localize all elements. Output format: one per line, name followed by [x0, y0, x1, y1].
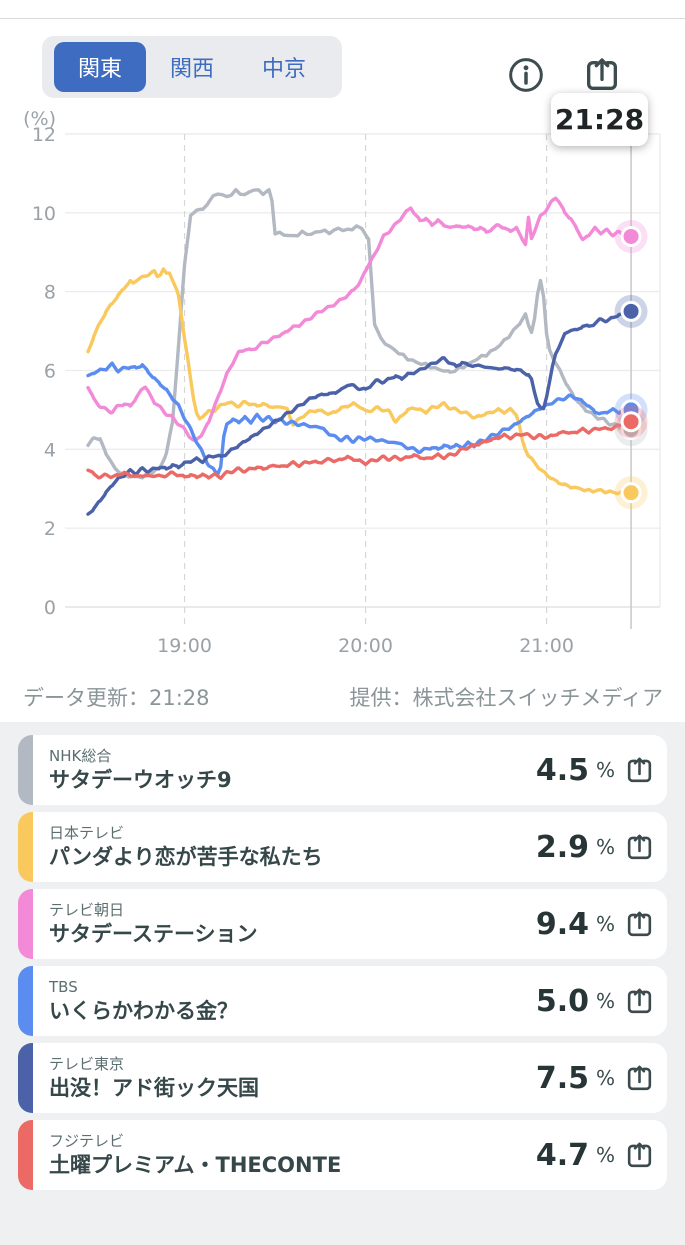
svg-text:4: 4 [44, 439, 56, 461]
share-icon [624, 1142, 655, 1175]
svg-text:19:00: 19:00 [157, 635, 212, 657]
share-button[interactable] [624, 755, 655, 786]
channel-color-bar [18, 889, 33, 959]
tab-chukyo[interactable]: 中京 [261, 57, 306, 82]
top-divider [0, 18, 685, 19]
channel-color-bar [18, 1043, 33, 1113]
svg-text:2: 2 [44, 518, 56, 540]
channel-color-bar [18, 966, 33, 1036]
list-item[interactable]: NHK総合 サタデーウオッチ9 4.5 % [18, 735, 667, 805]
rating-unit: % [595, 1066, 615, 1090]
current-time-label: 21:28 [554, 103, 645, 136]
rating-value: 4.5 [535, 752, 589, 788]
program-title: 土曜プレミアム・THECONTE [49, 1152, 342, 1177]
svg-text:20:00: 20:00 [338, 635, 393, 657]
network-name: TBS [49, 978, 78, 997]
svg-text:21:00: 21:00 [519, 635, 574, 657]
program-title: サタデーウオッチ9 [49, 767, 232, 792]
channel-color-bar [18, 735, 33, 805]
channel-color-bar [18, 812, 33, 882]
share-button[interactable] [624, 1140, 655, 1171]
share-icon [624, 911, 655, 944]
current-time-tooltip: 21:28 [551, 93, 648, 146]
network-name: テレビ朝日 [49, 901, 125, 920]
share-icon [582, 58, 622, 99]
network-name: フジテレビ [49, 1132, 125, 1151]
svg-text:10: 10 [32, 203, 56, 225]
rating-unit: % [595, 989, 615, 1013]
chart-footer: データ更新：21:28 提供：株式会社スイッチメディア [0, 682, 685, 712]
info-icon [506, 58, 546, 99]
share-button[interactable] [624, 1063, 655, 1094]
program-title: サタデーステーション [49, 921, 258, 946]
share-icon [624, 757, 655, 790]
list-item[interactable]: 日本テレビ パンダより恋が苦手な私たち 2.9 % [18, 812, 667, 882]
rating-value: 7.5 [535, 1060, 589, 1096]
share-icon [624, 834, 655, 867]
rating-unit: % [595, 912, 615, 936]
share-icon [624, 1065, 655, 1098]
data-updated-label: データ更新：21:28 [23, 686, 210, 710]
rating-value: 4.7 [535, 1137, 589, 1173]
program-title: いくらかわかる金？ [49, 998, 238, 1023]
list-item[interactable]: テレビ東京 出没！アド街ック天国 7.5 % [18, 1043, 667, 1113]
rating-unit: % [595, 758, 615, 782]
list-item[interactable]: フジテレビ 土曜プレミアム・THECONTE 4.7 % [18, 1120, 667, 1190]
share-button[interactable] [624, 986, 655, 1017]
svg-text:6: 6 [44, 360, 56, 382]
share-button[interactable] [624, 909, 655, 940]
tab-kanto[interactable]: 関東 [54, 42, 146, 92]
network-name: NHK総合 [49, 747, 112, 766]
rating-value: 9.4 [535, 906, 589, 942]
rating-value: 2.9 [535, 829, 589, 865]
data-provider-label: 提供：株式会社スイッチメディア [349, 686, 663, 710]
list-item[interactable]: テレビ朝日 サタデーステーション 9.4 % [18, 889, 667, 959]
svg-text:(%): (%) [23, 108, 56, 130]
program-list: NHK総合 サタデーウオッチ9 4.5 % 日本テレビ パンダより恋が苦手な私た… [0, 722, 685, 1245]
rating-unit: % [595, 1143, 615, 1167]
share-button[interactable] [582, 55, 622, 95]
region-tabs: 関東 関西 中京 [42, 36, 342, 98]
tab-kansai[interactable]: 関西 [169, 57, 214, 82]
program-title: パンダより恋が苦手な私たち [49, 844, 323, 869]
ratings-chart[interactable]: 0 2 4 6 8 10 12 (%) 19:00 20:00 21:00 [0, 105, 685, 665]
info-button[interactable] [506, 55, 546, 95]
program-title: 出没！アド街ック天国 [49, 1075, 259, 1100]
svg-text:8: 8 [44, 282, 56, 304]
network-name: テレビ東京 [49, 1055, 125, 1074]
channel-color-bar [18, 1120, 33, 1190]
rating-unit: % [595, 835, 615, 859]
share-button[interactable] [624, 832, 655, 863]
share-icon [624, 988, 655, 1021]
svg-text:12: 12 [32, 124, 56, 146]
list-item[interactable]: TBS いくらかわかる金？ 5.0 % [18, 966, 667, 1036]
network-name: 日本テレビ [49, 824, 125, 843]
svg-text:0: 0 [44, 597, 56, 619]
rating-value: 5.0 [535, 983, 589, 1019]
